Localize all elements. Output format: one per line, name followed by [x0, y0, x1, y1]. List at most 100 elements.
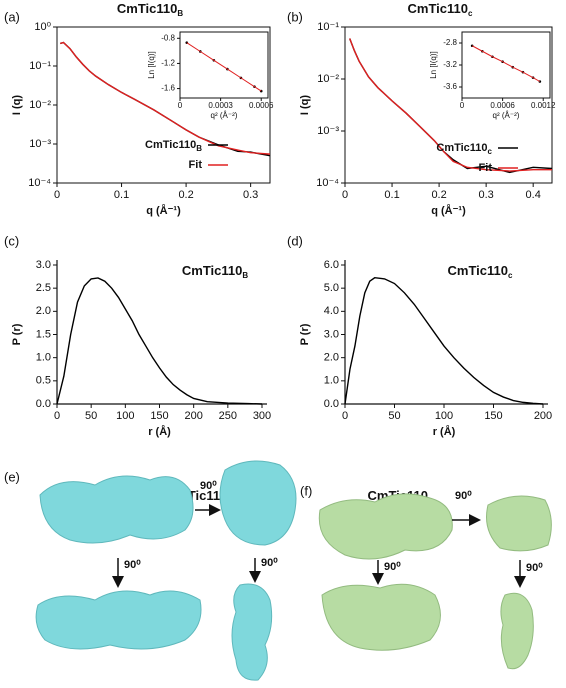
y-tick-label: -2.8: [443, 38, 457, 47]
x-tick-label: 200: [534, 410, 552, 422]
y-axis-label: I (q): [11, 95, 23, 115]
rotation-label: 90⁰: [384, 561, 401, 573]
x-tick-label: 0.0006: [490, 101, 515, 110]
panel-title: CmTic110c: [448, 263, 513, 280]
y-tick-label: -3.2: [443, 60, 457, 69]
x-tick-label: 0: [178, 101, 183, 110]
rotation-label: 90⁰: [200, 480, 217, 492]
panel-title: CmTic110c: [408, 1, 473, 18]
y-axis-label: I (q): [299, 95, 311, 115]
model-view: [318, 493, 453, 560]
y-tick-label: 0.5: [36, 375, 51, 387]
y-tick-label: 6.0: [324, 259, 339, 271]
panel-title-text: CmTic110: [182, 263, 242, 278]
rotation-label: 90⁰: [455, 490, 472, 502]
model-view: [486, 495, 552, 552]
y-tick-label: -1.6: [161, 84, 175, 93]
y-tick-label: 0.0: [36, 398, 51, 410]
legend-label-text: CmTic110: [145, 139, 196, 151]
x-axis-label: r (Å): [433, 425, 456, 438]
x-tick-label: 150: [484, 410, 502, 422]
x-tick-label: 100: [116, 410, 134, 422]
legend-label: CmTic110c: [436, 142, 492, 156]
models-f: [318, 493, 552, 670]
y-axis-label: Ln [I(q)]: [147, 51, 156, 79]
y-axis-label: Ln [I(q)]: [429, 51, 438, 79]
panel-title: CmTic110B: [117, 1, 183, 18]
y-tick-label: 10⁻³: [317, 125, 339, 137]
y-tick-label: 4.0: [324, 305, 339, 317]
y-tick-label: 1.5: [36, 328, 51, 340]
y-tick-label: -1.2: [161, 59, 175, 68]
x-tick-label: 150: [150, 410, 168, 422]
panel-title-text: CmTic110: [117, 1, 177, 16]
model-view: [321, 583, 441, 651]
legend-label-text: Fit: [189, 159, 203, 171]
x-tick-label: 50: [388, 410, 400, 422]
x-axis-label: q² (Å⁻²): [493, 111, 520, 120]
x-tick-label: 0.1: [384, 189, 399, 201]
x-tick-label: 0.3: [478, 189, 493, 201]
data-line: [56, 277, 263, 405]
panel-title: CmTic110B: [182, 263, 248, 280]
panel-title-sub: B: [242, 271, 248, 280]
y-tick-label: 10⁰: [34, 21, 51, 33]
panel-label: (c): [4, 233, 19, 248]
x-tick-label: 0: [54, 189, 60, 201]
panel-title-text: CmTic110: [448, 263, 508, 278]
x-axis-label: q (Å⁻¹): [431, 204, 466, 217]
x-tick-label: 0.4: [526, 189, 541, 201]
rotation-label: 90⁰: [124, 559, 141, 571]
x-tick-label: 0.0003: [208, 101, 233, 110]
plot-frame: [344, 26, 553, 184]
x-tick-label: 0.1: [114, 189, 129, 201]
x-tick-label: 0.2: [178, 189, 193, 201]
legend-label-sub: c: [488, 147, 493, 156]
plot-frame: [461, 31, 551, 99]
y-tick-label: 3.0: [324, 328, 339, 340]
models-e: [35, 460, 297, 681]
rotation-label: 90⁰: [526, 562, 543, 574]
panel-title-text: CmTic110: [408, 1, 468, 16]
y-tick-label: 2.5: [36, 282, 51, 294]
data-line: [60, 41, 271, 155]
plot-frame: [179, 31, 269, 99]
x-tick-label: 200: [184, 410, 202, 422]
legend-label-text: Fit: [479, 162, 493, 174]
data-line: [349, 38, 552, 172]
x-axis-label: r (Å): [148, 425, 171, 438]
panel-label: (a): [4, 9, 20, 24]
y-tick-label: 3.0: [36, 259, 51, 271]
panel-label: (e): [4, 469, 20, 484]
x-tick-label: 0: [342, 410, 348, 422]
x-tick-label: 0.0006: [249, 101, 274, 110]
panel-title-sub: B: [177, 9, 183, 18]
x-tick-label: 0.3: [243, 189, 258, 201]
x-axis-label: q² (Å⁻²): [211, 111, 238, 120]
y-tick-label: 2.0: [36, 305, 51, 317]
y-tick-label: 1.0: [324, 375, 339, 387]
panel-label: (f): [300, 483, 312, 498]
legend-label: Fit: [189, 159, 203, 171]
panel-label: (d): [287, 233, 303, 248]
y-axis-label: P (r): [299, 323, 311, 345]
plot-frame: [56, 26, 271, 184]
x-tick-label: 0: [342, 189, 348, 201]
y-tick-label: 0.0: [324, 398, 339, 410]
x-tick-label: 0: [54, 410, 60, 422]
data-line: [344, 277, 544, 405]
y-tick-label: 10⁻¹: [317, 21, 339, 33]
y-tick-label: 10⁻⁴: [28, 177, 51, 189]
y-tick-label: 5.0: [324, 282, 339, 294]
panel-title-sub: c: [508, 271, 513, 280]
legend-label: CmTic110B: [145, 139, 202, 153]
y-tick-label: 2.0: [324, 352, 339, 364]
data-line: [186, 42, 262, 92]
model-view: [39, 475, 194, 544]
x-tick-label: 0.2: [431, 189, 446, 201]
legend-label-sub: B: [196, 144, 202, 153]
x-tick-label: 300: [253, 410, 271, 422]
x-tick-label: 0.0012: [531, 101, 556, 110]
